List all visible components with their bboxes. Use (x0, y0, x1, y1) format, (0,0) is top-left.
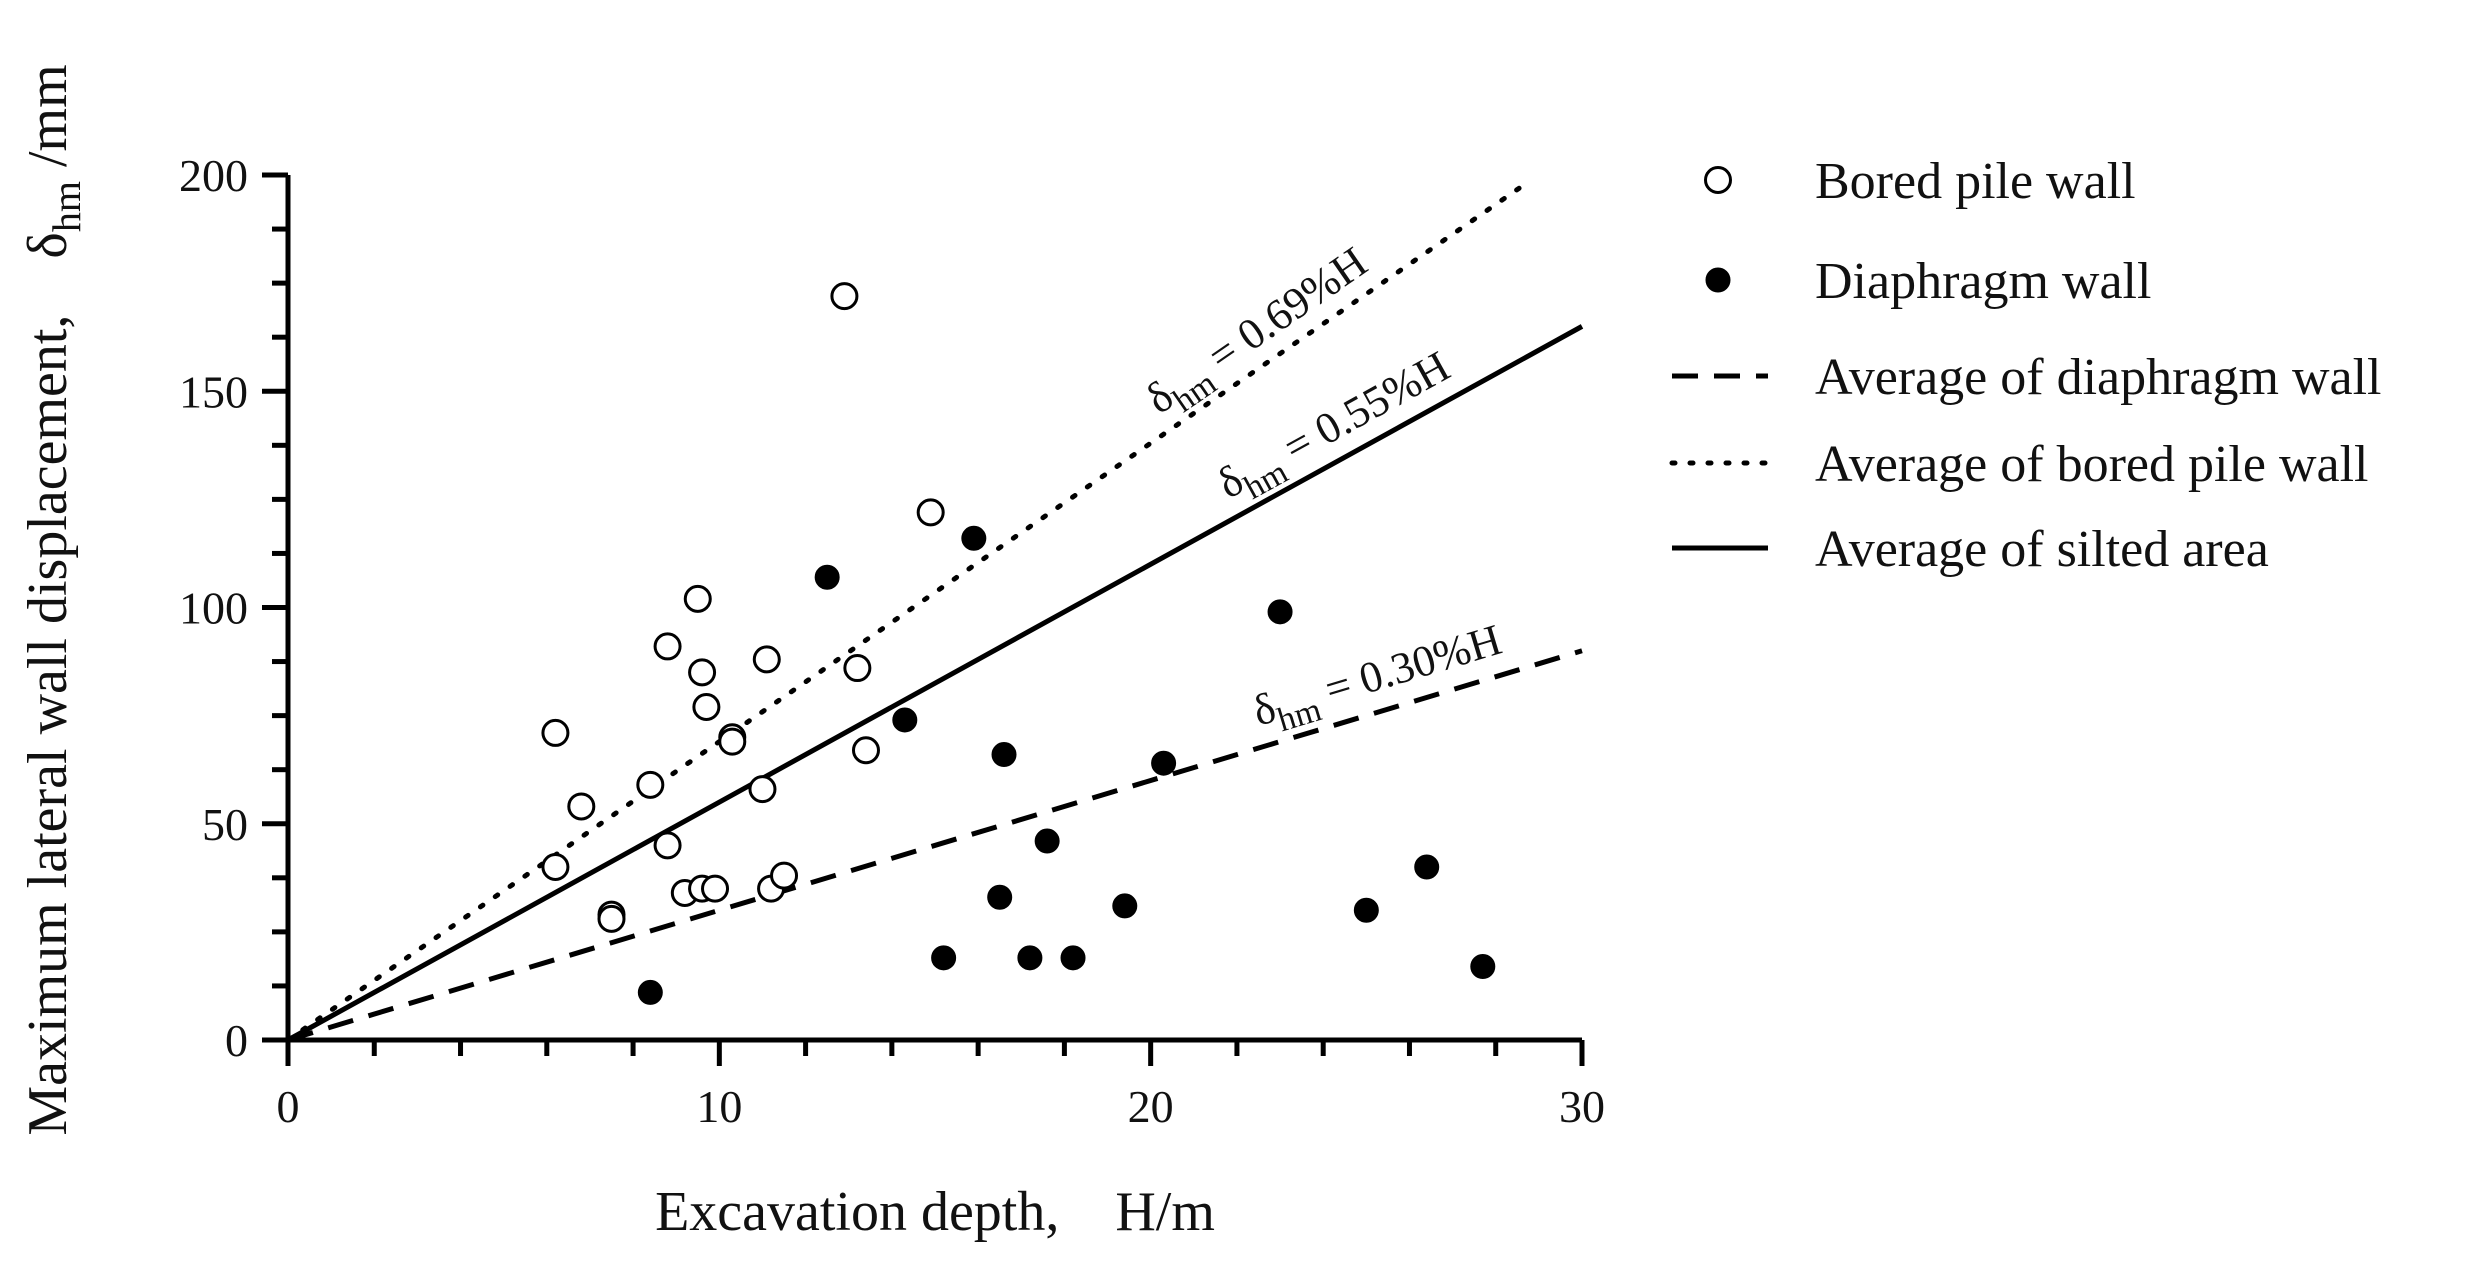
diaphragm-point (1034, 828, 1060, 854)
bored-pile-point (692, 692, 721, 721)
x-axis-title: Excavation depth, H/m (655, 1181, 1215, 1243)
diaphragm-point (1414, 854, 1440, 880)
bored-pile-point (843, 654, 872, 683)
equation-label: δhm = 0.30%H (1247, 615, 1510, 745)
diaphragm-point (961, 525, 987, 551)
diaphragm-point (1267, 599, 1293, 625)
equation-text: δhm = 0.55%H (1209, 341, 1462, 517)
diaphragm-point (931, 945, 957, 971)
x-tick-label: 10 (696, 1081, 742, 1132)
diaphragm-point (892, 707, 918, 733)
bored-pile-point (597, 904, 626, 933)
y-tick-label: 50 (202, 799, 248, 850)
fit-line-dotted (285, 178, 1533, 1043)
diaphragm-point (1060, 945, 1086, 971)
diaphragm-point (1112, 893, 1138, 919)
diaphragm-point (1470, 953, 1496, 979)
data-points (541, 282, 1496, 1005)
axes: 0 10 20 30 0 50 100 150 200 (179, 150, 1605, 1132)
fit-line-dashed (287, 648, 1583, 1043)
bored-pile-point (830, 282, 859, 311)
legend: Bored pile wall Diaphragm wall Average of … (1669, 153, 2381, 578)
diaphragm-point (1017, 945, 1043, 971)
equation-text: δhm = 0.30%H (1247, 615, 1510, 745)
bored-pile-point (653, 632, 682, 661)
axis-titles: Excavation depth, H/m Maximum lateral wal… (17, 64, 1215, 1243)
x-tick-label: 20 (1128, 1081, 1174, 1132)
legend-label: Average of bored pile wall (1815, 436, 2368, 493)
legend-open-circle-icon (1704, 166, 1732, 194)
bored-pile-point (636, 770, 665, 799)
y-axis-title-text: Maximum lateral wall displacement, δhm /… (17, 64, 89, 1135)
bored-pile-point (541, 718, 570, 747)
bored-pile-point (770, 861, 799, 890)
bored-pile-point (567, 792, 596, 821)
legend-label: Average of silted area (1815, 521, 2269, 578)
diaphragm-point (1353, 897, 1379, 923)
legend-label: Diaphragm wall (1815, 253, 2151, 310)
y-tick-label: 100 (179, 583, 248, 634)
y-tick-label: 0 (225, 1015, 248, 1066)
bored-pile-point (916, 498, 945, 527)
bored-pile-point (688, 658, 717, 687)
y-tick-label: 150 (179, 366, 248, 417)
bored-pile-point (653, 831, 682, 860)
y-tick-label: 200 (179, 150, 248, 201)
diaphragm-point (987, 884, 1013, 910)
diaphragm-point (991, 742, 1017, 768)
bored-pile-point (851, 736, 880, 765)
bored-pile-point (683, 584, 712, 613)
diaphragm-point (1151, 750, 1177, 776)
fit-line-solid (286, 324, 1584, 1043)
x-tick-label: 30 (1559, 1081, 1605, 1132)
bored-pile-point (752, 645, 781, 674)
bored-pile-point (541, 853, 570, 881)
fit-lines (285, 178, 1584, 1043)
legend-label: Bored pile wall (1815, 153, 2136, 210)
legend-label: Average of diaphragm wall (1815, 349, 2381, 406)
diaphragm-point (637, 979, 663, 1005)
diaphragm-point (814, 564, 840, 590)
bored-pile-point (718, 727, 747, 756)
equation-label: δhm = 0.55%H (1209, 341, 1462, 517)
x-tick-label: 0 (277, 1081, 300, 1132)
legend-filled-circle-icon (1705, 267, 1731, 293)
bored-pile-point (701, 874, 730, 903)
bored-pile-point (748, 775, 777, 804)
y-axis-title: Maximum lateral wall displacement, δhm /… (17, 64, 89, 1135)
